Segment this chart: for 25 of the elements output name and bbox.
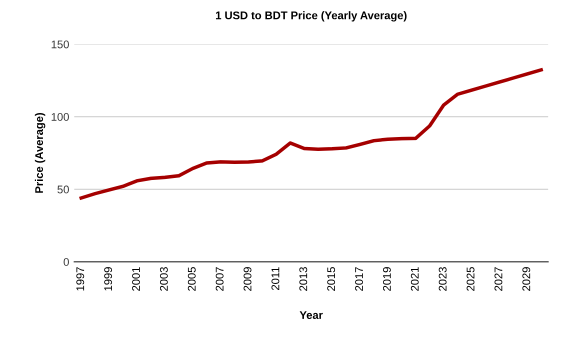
x-tick-label: 2005 — [188, 267, 196, 291]
x-tick-label: 2013 — [299, 267, 308, 291]
x-tick-label: 2007 — [216, 267, 224, 291]
chart-title: 1 USD to BDT Price (Yearly Average) — [216, 11, 407, 22]
x-tick-label: 2001 — [132, 267, 140, 291]
x-tick-label: 2023 — [438, 267, 447, 291]
x-tick-label: 2027 — [494, 267, 502, 291]
y-tick-label: 150 — [52, 40, 69, 48]
x-tick-label: 2025 — [466, 267, 474, 291]
x-tick-label: 2015 — [327, 267, 336, 291]
y-axis-title: Price (Average) — [34, 113, 46, 193]
x-tick-label: 2029 — [522, 267, 530, 291]
x-tick-label: 1997 — [76, 267, 84, 291]
y-tick-label: 0 — [64, 258, 69, 266]
x-tick-label: 2009 — [244, 267, 252, 291]
x-tick-label: 2003 — [160, 267, 168, 291]
y-tick-label: 100 — [52, 113, 69, 121]
x-axis-title: Year — [300, 311, 323, 319]
x-tick-label: 2017 — [355, 267, 363, 291]
x-tick-label: 1999 — [104, 267, 112, 291]
x-tick-label: 2019 — [382, 267, 391, 291]
y-tick-label: 50 — [57, 186, 69, 194]
line-series — [79, 68, 543, 200]
x-tick-label: 2021 — [410, 267, 419, 291]
x-tick-label: 2011 — [271, 267, 280, 290]
